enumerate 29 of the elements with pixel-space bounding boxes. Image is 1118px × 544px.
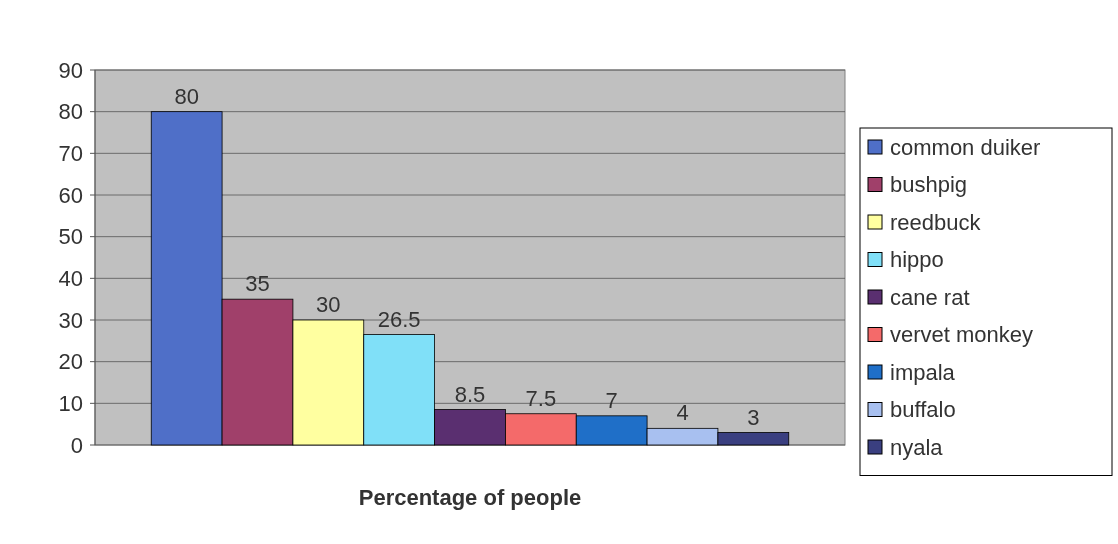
y-tick-label: 40 (58, 266, 83, 292)
legend-label: reedbuck (890, 209, 982, 235)
legend-label: hippo (890, 247, 944, 273)
legend-label: cane rat (890, 284, 970, 310)
y-tick-label: 80 (58, 99, 83, 125)
y-tick-label: 0 (70, 432, 83, 458)
y-tick-label: 70 (58, 141, 83, 167)
data-label: 80 (174, 83, 199, 109)
y-tick-label: 90 (58, 57, 83, 83)
data-label: 4 (676, 400, 689, 426)
legend-label: buffalo (890, 397, 956, 423)
data-label: 8.5 (454, 381, 486, 407)
y-tick-label: 20 (58, 349, 83, 375)
y-tick-label: 30 (58, 307, 83, 333)
data-label: 30 (316, 292, 341, 317)
data-label: 26.5 (377, 306, 421, 332)
legend-label: impala (890, 359, 956, 385)
data-label: 7.5 (525, 385, 557, 411)
legend-label: nyala (890, 434, 944, 460)
data-label: 3 (747, 404, 760, 430)
data-label: 7 (605, 387, 618, 413)
y-tick-label: 50 (58, 224, 83, 250)
data-label: 35 (245, 271, 270, 297)
legend-label: vervet monkey (890, 322, 1034, 348)
y-tick-label: 10 (58, 391, 83, 417)
legend-label: common duiker (890, 134, 1041, 160)
x-axis-title: Percentage of people (358, 485, 582, 510)
legend-label: bushpig (890, 172, 968, 198)
y-tick-label: 60 (58, 182, 83, 208)
